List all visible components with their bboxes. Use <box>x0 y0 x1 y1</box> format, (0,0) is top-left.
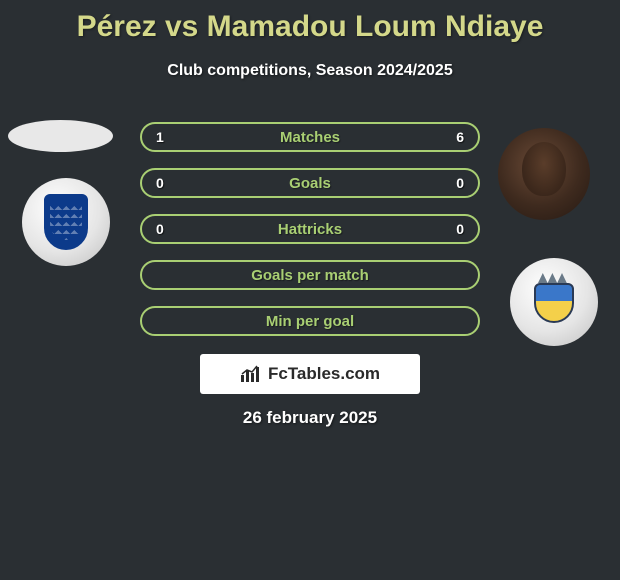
brand-text: FcTables.com <box>268 364 380 384</box>
club-right-badge <box>510 258 598 346</box>
brand-badge: FcTables.com <box>200 354 420 394</box>
stat-row: Goals per match <box>140 260 480 290</box>
stat-label: Min per goal <box>266 313 354 330</box>
stat-row: 1 Matches 6 <box>140 122 480 152</box>
stat-row: 0 Goals 0 <box>140 168 480 198</box>
stat-left-value: 1 <box>156 129 164 145</box>
stat-row: Min per goal <box>140 306 480 336</box>
stat-right-value: 0 <box>456 221 464 237</box>
stat-label: Hattricks <box>278 221 342 238</box>
page-subtitle: Club competitions, Season 2024/2025 <box>0 62 620 80</box>
shield-icon <box>44 194 88 250</box>
stat-right-value: 0 <box>456 175 464 191</box>
stat-left-value: 0 <box>156 221 164 237</box>
stat-label: Goals <box>289 175 331 192</box>
stats-table: 1 Matches 6 0 Goals 0 0 Hattricks 0 Goal… <box>140 122 480 352</box>
stat-label: Goals per match <box>251 267 369 284</box>
page-title: Pérez vs Mamadou Loum Ndiaye <box>0 0 620 44</box>
bar-chart-icon <box>240 365 262 383</box>
shield-icon <box>530 275 578 329</box>
stat-left-value: 0 <box>156 175 164 191</box>
footer-date: 26 february 2025 <box>0 408 620 428</box>
player-right-photo <box>498 128 590 220</box>
stat-right-value: 6 <box>456 129 464 145</box>
stat-row: 0 Hattricks 0 <box>140 214 480 244</box>
player-left-photo <box>8 120 113 152</box>
stat-label: Matches <box>280 129 340 146</box>
club-left-badge <box>22 178 110 266</box>
